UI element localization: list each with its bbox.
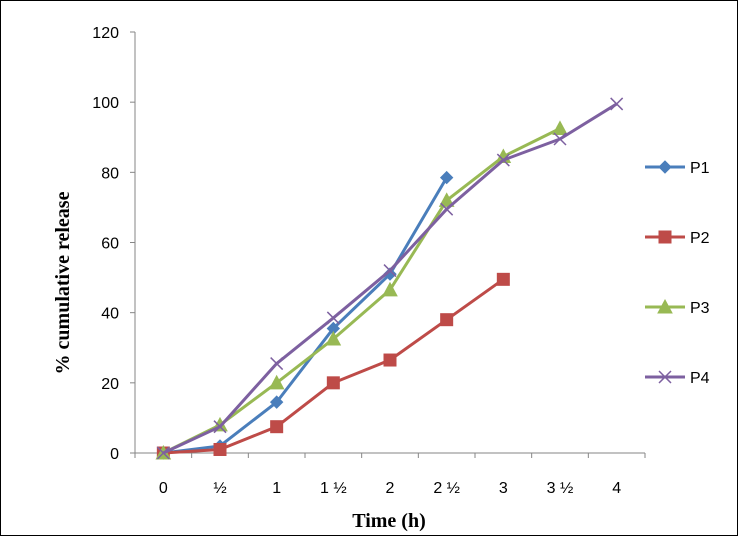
y-tick-label: 20 [101,376,119,393]
x-tick-label: 2 [386,480,395,497]
data-point-p3 [438,192,455,207]
x-tick-label: 0 [159,480,168,497]
x-marker-stroke [213,420,227,434]
data-point-p2 [213,442,227,456]
x-tick-label: ½ [213,480,226,497]
data-point-p4 [213,420,227,434]
legend-item-p2: P2 [645,230,710,247]
legend: P1 P2 P3 P4 [645,160,710,387]
series-p3 [155,120,568,460]
series-p1 [156,170,454,460]
legend-marker-p4 [658,370,672,384]
data-point-p4 [156,446,170,460]
series-line-p1 [163,176,448,455]
data-point-p4 [496,153,510,167]
y-axis-ticks: 0 20 40 60 80 100 120 [92,25,135,463]
data-point-p4 [326,311,340,325]
x-marker-stroke [440,202,454,216]
x-marker-stroke [383,264,397,278]
x-marker-stroke [326,311,340,325]
legend-marker-p1 [658,160,672,174]
x-marker-stroke [270,357,284,371]
series-layer [155,97,624,460]
x-marker-stroke [496,153,510,167]
data-point-p3 [552,120,568,135]
y-tick-label: 80 [101,165,119,182]
data-point-p1 [439,170,454,185]
axes [134,32,645,454]
x-tick-label: 3 ½ [547,480,574,497]
legend-label-p2: P2 [690,230,710,247]
data-point-p4 [270,357,284,371]
legend-item-p1: P1 [645,160,710,177]
data-point-p1 [269,395,284,409]
data-point-p4 [553,132,567,146]
data-point-p4 [610,97,624,111]
legend-label-p3: P3 [690,300,710,317]
legend-item-p4: P4 [645,370,710,387]
x-tick-label: 1 [272,480,281,497]
x-tick-label: 3 [499,480,508,497]
y-tick-label: 40 [101,306,119,323]
x-axis-ticks: 0 ½ 1 1 ½ 2 2 ½ 3 3 ½ 4 [134,453,646,497]
legend-label-p1: P1 [690,160,710,177]
x-axis-title: Time (h) [352,510,426,532]
data-point-p3 [268,374,285,390]
data-point-p4 [440,202,454,216]
legend-item-p3: P3 [645,298,710,317]
data-point-p3 [382,281,398,297]
series-line-p3 [162,127,561,455]
data-point-p2 [440,313,454,327]
data-point-p4 [383,264,397,278]
data-point-p2 [270,420,284,434]
series-p4 [156,97,624,460]
x-marker-stroke [658,370,672,384]
data-point-p2 [326,376,340,390]
legend-marker-p2 [658,230,672,244]
y-axis-title: % cumulative release [52,191,74,374]
y-tick-label: 60 [101,236,119,253]
data-point-p2 [496,272,510,286]
y-tick-label: 120 [92,25,119,42]
y-tick-label: 100 [92,95,119,112]
x-marker-stroke [156,446,170,460]
x-tick-label: 2 ½ [433,480,460,497]
data-point-p2 [383,353,397,367]
legend-marker-p3 [657,298,673,314]
y-tick-label: 0 [110,446,119,463]
x-tick-label: 4 [612,480,621,497]
data-point-p3 [325,330,342,346]
x-marker-stroke [610,97,624,111]
x-tick-label: 1 ½ [320,480,347,497]
x-marker-stroke [553,132,567,146]
legend-label-p4: P4 [690,370,710,387]
